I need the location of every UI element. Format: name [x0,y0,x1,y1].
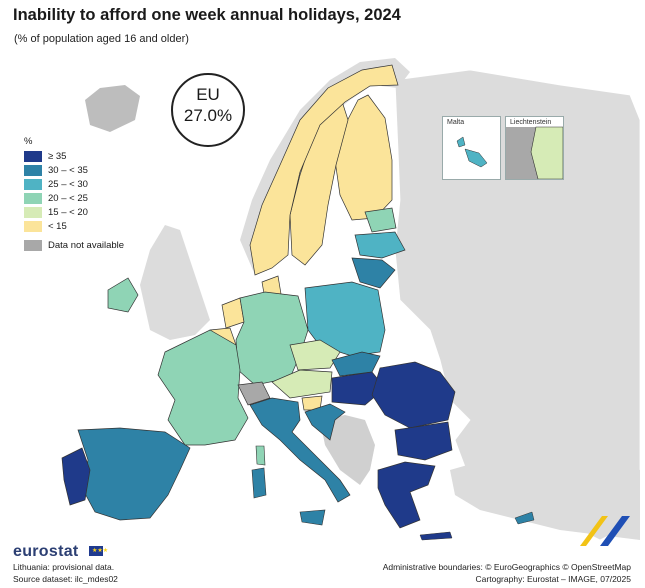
inset-label: Malta [447,119,465,126]
legend-title: % [24,136,33,147]
legend-item: 20 – < 25 [24,192,124,205]
legend-label: ≥ 35 [48,151,67,162]
map-cyprus [514,511,535,525]
eurostat-logo: eurostat [13,543,79,560]
legend-swatch [24,165,42,176]
legend-swatch [24,151,42,162]
map-france [157,329,249,446]
legend-swatch [24,240,42,251]
inset-liechtenstein: Liechtenstein [505,116,564,180]
map-romania [371,361,456,429]
eu-flag-icon: ★★★ [89,546,108,556]
map-finland [334,94,393,221]
legend-swatch [24,193,42,204]
map-slovakia [331,351,381,377]
inset-malta: Malta [442,116,501,180]
footnote-lithuania: Lithuania: provisional data. [13,562,115,572]
legend-swatch [24,179,42,190]
liechtenstein-shape [506,126,563,179]
map-legend: % ≥ 35 30 – < 35 25 – < 30 20 – < 25 15 … [24,136,124,253]
legend-label: 25 – < 30 [48,179,88,190]
map-sicily [299,509,326,526]
map-croatia [304,403,346,441]
legend-label: 20 – < 25 [48,193,88,204]
legend-label: Data not available [48,240,125,251]
eu-badge-value: 27.0% [183,106,233,125]
legend-item: ≥ 35 [24,150,124,163]
map-ireland [107,277,139,313]
malta-shape [456,136,488,168]
map-spain [77,427,191,521]
map-subtitle: (% of population aged 16 and older) [14,33,189,45]
map-balkans-non-eu [320,415,375,485]
map-lithuania [351,257,396,289]
legend-label: < 15 [48,221,67,232]
map-greece [377,461,436,529]
map-estonia [364,207,397,233]
eurostat-decoration-icon [580,516,630,546]
map-switzerland [237,381,271,406]
eu-average-badge: EU 27.0% [171,73,245,147]
legend-item: 15 – < 20 [24,206,124,219]
legend-item: < 15 [24,220,124,233]
map-uk [140,225,210,340]
map-latvia [354,231,406,259]
map-norway-yellow [249,64,399,276]
legend-item: 25 – < 30 [24,178,124,191]
legend-swatch [24,221,42,232]
map-crete [419,531,453,541]
legend-item-na: Data not available [24,239,124,252]
legend-swatch [24,207,42,218]
map-non-eu-land [394,69,641,541]
map-bulgaria [394,421,453,461]
map-poland [304,281,386,357]
map-austria [271,369,333,399]
map-sardinia [251,467,267,499]
map-corsica [255,445,266,466]
source-dataset: Source dataset: ilc_mdes02 [13,574,118,584]
eu-badge-label: EU [196,85,220,104]
legend-label: 15 – < 20 [48,207,88,218]
legend-item: 30 – < 35 [24,164,124,177]
legend-label: 30 – < 35 [48,165,88,176]
map-portugal [61,447,91,506]
map-title: Inability to afford one week annual holi… [13,6,401,24]
map-iceland [85,85,140,132]
inset-label: Liechtenstein [510,119,552,126]
map-italy [249,397,351,503]
boundaries-credit: Administrative boundaries: © EuroGeograp… [382,562,631,572]
cartography-credit: Cartography: Eurostat – IMAGE, 07/2025 [475,574,631,584]
map-turkey [450,450,640,540]
